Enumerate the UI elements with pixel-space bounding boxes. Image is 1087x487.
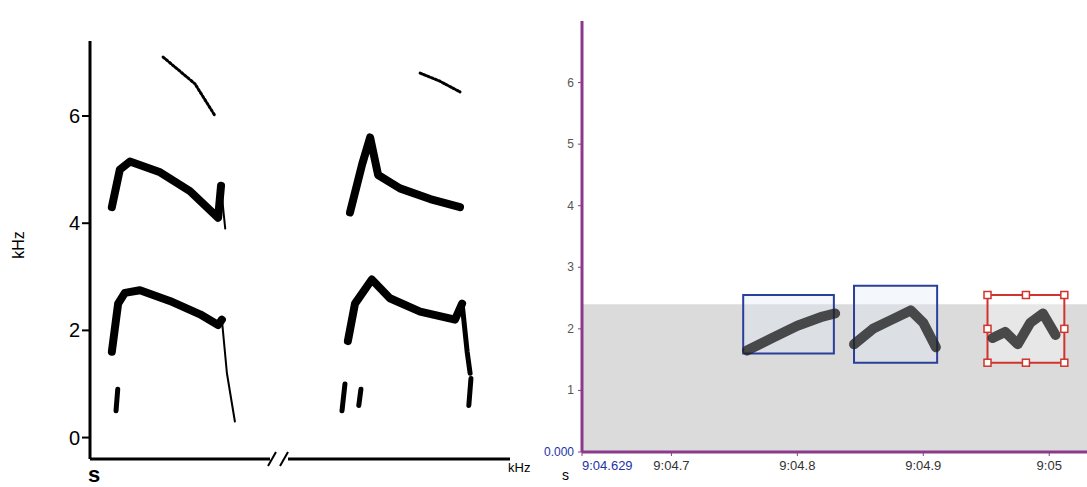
svg-text:kHz: kHz [10, 231, 27, 259]
svg-text:1: 1 [567, 383, 574, 397]
svg-text:2: 2 [69, 319, 80, 341]
svg-text:5: 5 [567, 137, 574, 151]
svg-text:0: 0 [69, 427, 80, 449]
svg-text:9:04.9: 9:04.9 [905, 458, 941, 473]
svg-text:9:05: 9:05 [1037, 458, 1062, 473]
svg-text:9:04.7: 9:04.7 [653, 458, 689, 473]
svg-text:2: 2 [567, 322, 574, 336]
svg-text:3: 3 [567, 260, 574, 274]
svg-text:6: 6 [69, 105, 80, 127]
svg-text:s: s [562, 467, 569, 483]
svg-text:kHz: kHz [508, 460, 530, 475]
svg-text:s: s [88, 462, 100, 487]
svg-text:9:04.629: 9:04.629 [582, 458, 633, 473]
svg-text:0.000: 0.000 [544, 445, 574, 459]
svg-text:4: 4 [69, 212, 80, 234]
svg-text:9:04.8: 9:04.8 [779, 458, 815, 473]
svg-text:4: 4 [567, 199, 574, 213]
svg-text:6: 6 [567, 76, 574, 90]
